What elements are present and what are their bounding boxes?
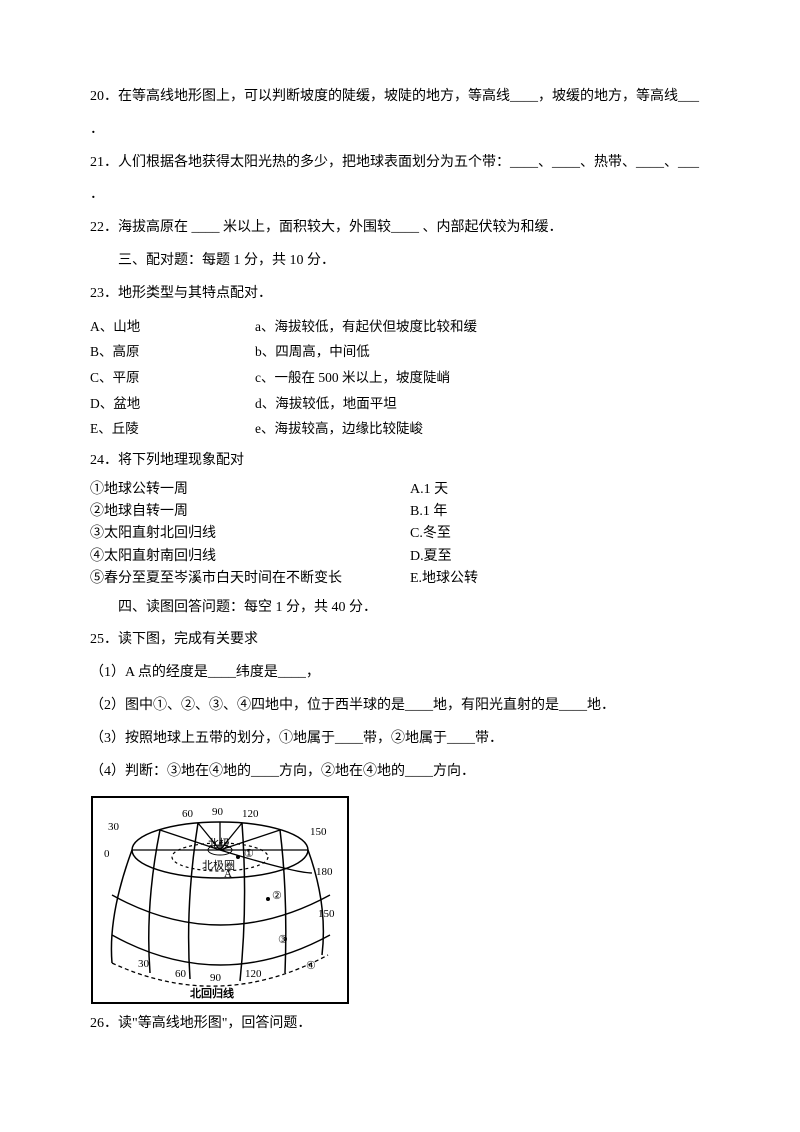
- pair-right: E.地球公转: [410, 568, 720, 590]
- lbl-150b: 150: [318, 908, 335, 920]
- globe-svg: 30 0 60 90 120 150 180 150 北极 北极圈 A ① ② …: [90, 795, 350, 1005]
- lbl-180: 180: [316, 866, 333, 878]
- match-right: b、四周高，中间低: [255, 339, 720, 365]
- lbl-b90: 90: [210, 972, 222, 984]
- pair-right: B.1 年: [410, 501, 720, 523]
- q21-text: 21．人们根据各地获得太阳光热的多少，把地球表面划分为五个带：____、____…: [90, 155, 699, 170]
- match-left: E、丘陵: [90, 416, 255, 442]
- match-right: c、一般在 500 米以上，坡度陡峭: [255, 365, 720, 391]
- q20-text: 20．在等高线地形图上，可以判断坡度的陡缓，坡陡的地方，等高线____，坡缓的地…: [90, 89, 699, 104]
- q24-pair-table: ①地球公转一周 A.1 天 ②地球自转一周 B.1 年 ③太阳直射北回归线 C.…: [90, 479, 720, 591]
- q25-p2: （2）图中①、②、③、④四地中，位于西半球的是____地，有阳光直射的是____…: [90, 691, 720, 722]
- table-row: E、丘陵 e、海拔较高，边缘比较陡峻: [90, 416, 720, 442]
- lbl-150a: 150: [310, 826, 327, 838]
- match-left: C、平原: [90, 365, 255, 391]
- question-23-title: 23．地形类型与其特点配对．: [90, 279, 720, 310]
- table-row: C、平原 c、一般在 500 米以上，坡度陡峭: [90, 365, 720, 391]
- match-left: D、盆地: [90, 391, 255, 417]
- pair-left: ③太阳直射北回归线: [90, 523, 410, 545]
- table-row: B、高原 b、四周高，中间低: [90, 339, 720, 365]
- table-row: A、山地 a、海拔较低，有起伏但坡度比较和缓: [90, 314, 720, 340]
- match-right: e、海拔较高，边缘比较陡峻: [255, 416, 720, 442]
- pair-left: ⑤春分至夏至岑溪市白天时间在不断变长: [90, 568, 410, 590]
- match-left: A、山地: [90, 314, 255, 340]
- question-21: 21．人们根据各地获得太阳光热的多少，把地球表面划分为五个带：____、____…: [90, 148, 720, 179]
- lbl-1: ①: [244, 848, 254, 860]
- q20-tail: ．: [90, 115, 720, 146]
- lbl-b30: 30: [138, 958, 150, 970]
- lbl-tropic: 北回归线: [190, 986, 234, 1000]
- lbl-90: 90: [212, 806, 224, 818]
- match-right: a、海拔较低，有起伏但坡度比较和缓: [255, 314, 720, 340]
- lbl-A: A: [224, 868, 232, 880]
- lbl-b60: 60: [175, 968, 187, 980]
- match-left: B、高原: [90, 339, 255, 365]
- lbl-northpole: 北极: [208, 836, 230, 850]
- section-3-title: 三、配对题：每题 1 分，共 10 分．: [90, 246, 720, 277]
- figure-25-globe: 30 0 60 90 120 150 180 150 北极 北极圈 A ① ② …: [90, 795, 720, 1005]
- pair-right: C.冬至: [410, 523, 720, 545]
- question-22: 22．海拔高原在 ____ 米以上，面积较大，外围较____ 、内部起伏较为和缓…: [90, 213, 720, 244]
- section-4-title: 四、读图回答问题：每空 1 分，共 40 分．: [90, 593, 720, 624]
- pair-left: ④太阳直射南回归线: [90, 546, 410, 568]
- pair-left: ①地球公转一周: [90, 479, 410, 501]
- q25-p4: （4）判断：③地在④地的____方向，②地在④地的____方向．: [90, 757, 720, 788]
- question-20: 20．在等高线地形图上，可以判断坡度的陡缓，坡陡的地方，等高线____，坡缓的地…: [90, 82, 720, 113]
- table-row: ④太阳直射南回归线 D.夏至: [90, 546, 720, 568]
- q23-match-table: A、山地 a、海拔较低，有起伏但坡度比较和缓 B、高原 b、四周高，中间低 C、…: [90, 314, 720, 442]
- q25-p3: （3）按照地球上五带的划分，①地属于____带，②地属于____带．: [90, 724, 720, 755]
- question-26: 26．读"等高线地形图"，回答问题．: [90, 1009, 720, 1040]
- lbl-30: 30: [108, 821, 120, 833]
- table-row: ①地球公转一周 A.1 天: [90, 479, 720, 501]
- lbl-b120: 120: [245, 968, 262, 980]
- lbl-2: ②: [272, 890, 282, 902]
- pair-right: D.夏至: [410, 546, 720, 568]
- q25-p1: （1）A 点的经度是____纬度是____，: [90, 658, 720, 689]
- match-right: d、海拔较低，地面平坦: [255, 391, 720, 417]
- pair-right: A.1 天: [410, 479, 720, 501]
- question-25-title: 25．读下图，完成有关要求: [90, 625, 720, 656]
- lbl-120: 120: [242, 808, 259, 820]
- table-row: ⑤春分至夏至岑溪市白天时间在不断变长 E.地球公转: [90, 568, 720, 590]
- question-24-title: 24．将下列地理现象配对: [90, 446, 720, 477]
- lbl-4: ④: [306, 960, 316, 972]
- pair-left: ②地球自转一周: [90, 501, 410, 523]
- q21-tail: ．: [90, 180, 720, 211]
- table-row: D、盆地 d、海拔较低，地面平坦: [90, 391, 720, 417]
- table-row: ②地球自转一周 B.1 年: [90, 501, 720, 523]
- lbl-0: 0: [104, 848, 110, 860]
- table-row: ③太阳直射北回归线 C.冬至: [90, 523, 720, 545]
- lbl-3: ③: [278, 934, 288, 946]
- lbl-60: 60: [182, 808, 194, 820]
